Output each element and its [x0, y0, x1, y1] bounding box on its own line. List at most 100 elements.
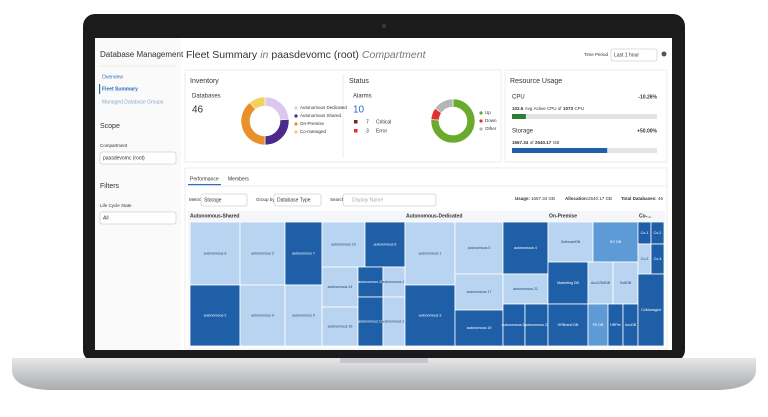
tile-label: autonomous 3 [251, 251, 274, 255]
tile-label: autonomous 7 [292, 251, 315, 255]
resource-change: -10.26% [638, 94, 657, 100]
nav-active-marker [99, 84, 101, 94]
time-select[interactable] [610, 48, 658, 62]
search-placeholder: Display Name [352, 197, 383, 203]
treemap-tile[interactable] [454, 221, 504, 275]
used: 102.6 [512, 106, 524, 111]
settings-icon[interactable] [661, 51, 667, 57]
group-heading: On-Premise [549, 213, 577, 219]
sidebar-title: Database Management [100, 50, 184, 59]
treemap-tile[interactable] [404, 284, 456, 347]
page-title: Fleet Summary in paasdevomc (root) Compartm… [186, 49, 427, 61]
treemap-tile[interactable] [321, 306, 359, 347]
treemap-tile[interactable] [321, 266, 359, 308]
legend-swatch [294, 130, 298, 134]
treemap-tile[interactable] [547, 261, 589, 305]
tile-label: Co-1 [641, 231, 649, 235]
metric-select[interactable] [200, 193, 248, 207]
tile-label: autonomous 16 [328, 324, 353, 328]
treemap-tile[interactable] [189, 221, 241, 286]
treemap-tile[interactable] [454, 309, 504, 347]
total-label: Total Databases: [621, 196, 657, 201]
panel-heading: Inventory [190, 78, 219, 85]
tile-label: HRBrand DB [558, 323, 579, 327]
donut-segment [434, 98, 454, 114]
dynamic-content: Autonomous Dedicated Autonomous Shared On-… [188, 94, 665, 347]
search-input[interactable] [342, 193, 437, 207]
level-count: 3 [366, 128, 369, 134]
tab[interactable]: Members [228, 176, 249, 182]
donut-segment [430, 98, 476, 144]
field-label: Life Cycle State [100, 203, 132, 208]
tile-label: autonomous 1 [419, 251, 442, 255]
treemap-tile[interactable] [502, 273, 549, 305]
treemap-tile[interactable] [239, 221, 286, 286]
tile-label: autonomous 9 [292, 313, 315, 317]
level-count: 7 [366, 119, 369, 125]
title: Fleet Summary [186, 49, 258, 61]
tile-label: autonomous 10 [331, 242, 356, 246]
resource-change: +50.00% [637, 128, 657, 134]
allocation-label: Allocation: [565, 196, 589, 201]
tile-label: autonomous 12 [358, 319, 383, 323]
legend-label: On-Premise [300, 121, 325, 126]
legend-label: Co-managed [300, 129, 327, 134]
treemap-tile[interactable] [592, 221, 639, 263]
nav-link[interactable]: Managed Database Groups [102, 99, 164, 105]
level-name: Error [376, 128, 387, 134]
tile-label: RC DB [610, 240, 622, 244]
legend-swatch [294, 106, 298, 110]
usage-track [512, 114, 657, 119]
level-swatch [354, 120, 358, 124]
allocation-value: 2540.17 GB [588, 196, 612, 201]
group-select[interactable] [273, 193, 322, 207]
resource-usage: 102.6 Avg Active CPU of 1073 CPU [512, 106, 584, 111]
legend-swatch [479, 111, 483, 115]
treemap-tile[interactable] [284, 284, 323, 347]
treemap-tile[interactable] [547, 221, 594, 263]
treemap-tile[interactable] [587, 261, 614, 305]
select-value: All [103, 215, 109, 221]
treemap-tile[interactable] [284, 221, 323, 286]
treemap-tile[interactable] [637, 273, 665, 347]
title-compartment: paasdevomc (root) [271, 49, 359, 61]
treemap-tile[interactable] [502, 221, 549, 275]
tile-label: autonomous 14 [328, 285, 353, 289]
legend-swatch [479, 119, 483, 123]
panel-heading: Status [349, 78, 369, 85]
usage-value: 1667.34 GB [531, 196, 555, 201]
nav-link[interactable]: Overview [102, 74, 123, 80]
metric-label: Metric [189, 197, 202, 202]
treemap-tile[interactable] [189, 284, 241, 347]
lifecycle-select[interactable] [99, 211, 177, 225]
unit: GB [553, 140, 560, 145]
unit: CPU [574, 106, 584, 111]
treemap-tile[interactable] [364, 221, 406, 268]
nav-link[interactable]: Fleet Summary [102, 86, 138, 92]
tile-label: Marketing DB [557, 281, 579, 285]
tile-label: autonomous 22 [502, 323, 527, 327]
treemap-tile[interactable] [454, 273, 504, 311]
resource-label: CPU [512, 95, 525, 101]
legend-swatch [294, 114, 298, 118]
treemap-tile[interactable] [239, 284, 286, 347]
alarms-count[interactable]: 10 [353, 105, 365, 116]
tile-label: autonomous 21 [513, 287, 538, 291]
legend-label: Up [485, 110, 491, 115]
group-heading: Autonomous-Shared [190, 213, 239, 219]
field-label: Compartment [100, 143, 128, 148]
level-swatch [354, 129, 358, 133]
tile-label: autonomous 13 [382, 280, 407, 284]
compartment-select[interactable] [99, 151, 177, 165]
treemap-tile[interactable] [547, 303, 589, 347]
legend-label: Down [485, 118, 497, 123]
tile-label: autonomous 4 [251, 313, 274, 317]
filters-heading: Filters [100, 183, 120, 190]
group-label: Group by [256, 197, 275, 202]
treemap-tile[interactable] [357, 296, 384, 347]
tile-label: SoftwareDB [561, 240, 581, 244]
camera [382, 24, 386, 28]
legend-label: Autonomous Shared [300, 113, 342, 118]
tab[interactable]: Performance [190, 176, 219, 182]
